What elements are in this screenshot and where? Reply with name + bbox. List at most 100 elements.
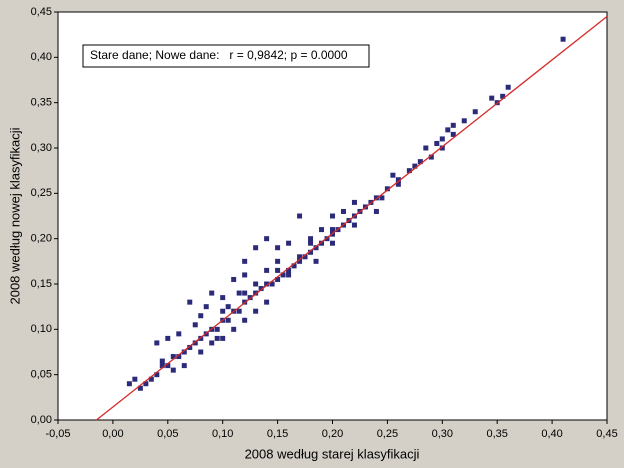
x-tick-label: 0,00 — [102, 428, 123, 440]
point — [148, 376, 154, 382]
point — [275, 258, 281, 264]
point — [313, 245, 319, 251]
point — [308, 240, 314, 246]
y-tick-label: 0,00 — [31, 414, 52, 426]
point — [417, 159, 423, 165]
point — [253, 290, 259, 296]
point — [450, 122, 456, 128]
point — [489, 95, 495, 101]
point — [198, 335, 204, 341]
point — [308, 236, 314, 242]
point — [242, 317, 248, 323]
y-tick-label: 0,25 — [31, 187, 52, 199]
point — [264, 236, 270, 242]
point — [137, 385, 143, 391]
point — [176, 331, 182, 337]
point — [340, 208, 346, 214]
point — [264, 267, 270, 273]
point — [500, 93, 506, 99]
point — [395, 181, 401, 187]
point — [505, 84, 511, 90]
point — [176, 354, 182, 360]
point — [242, 258, 248, 264]
point — [187, 299, 193, 305]
point — [269, 281, 275, 287]
point — [187, 344, 193, 350]
point — [286, 267, 292, 273]
y-axis-label: 2008 według nowej klasyfikacji — [7, 127, 22, 304]
annotation-box — [82, 44, 370, 68]
point — [126, 381, 132, 387]
point — [203, 304, 209, 310]
point — [192, 322, 198, 328]
point — [220, 308, 226, 314]
x-tick-label: 0,40 — [541, 428, 562, 440]
x-tick-label: 0,45 — [596, 428, 617, 440]
point — [434, 140, 440, 146]
y-tick-label: 0,20 — [31, 233, 52, 245]
point — [258, 286, 264, 292]
point — [143, 381, 149, 387]
point — [384, 186, 390, 192]
point — [165, 363, 171, 369]
point — [275, 245, 281, 251]
point — [313, 258, 319, 264]
point — [253, 245, 259, 251]
x-tick-label: 0,25 — [377, 428, 398, 440]
y-tick-label: 0,30 — [31, 142, 52, 154]
point — [297, 254, 303, 260]
point — [291, 263, 297, 269]
y-tick-label: 0,05 — [31, 369, 52, 381]
point — [423, 145, 429, 151]
point — [165, 335, 171, 341]
point — [560, 36, 566, 42]
point — [450, 131, 456, 137]
point — [472, 109, 478, 115]
y-tick-label: 0,45 — [31, 6, 52, 18]
point — [253, 308, 259, 314]
x-axis-label: 2008 według starej klasyfikacji — [245, 446, 420, 461]
point — [275, 267, 281, 273]
point — [324, 236, 330, 242]
point — [159, 358, 165, 364]
y-tick-label: 0,40 — [31, 51, 52, 63]
point — [264, 299, 270, 305]
point — [351, 222, 357, 228]
point — [236, 308, 242, 314]
point — [170, 367, 176, 373]
x-tick-label: -0,05 — [45, 428, 70, 440]
point — [253, 281, 259, 287]
point — [214, 326, 220, 332]
point — [439, 145, 445, 151]
point — [445, 127, 451, 133]
point — [209, 290, 215, 296]
point — [373, 195, 379, 201]
point — [170, 354, 176, 360]
x-tick-label: 0,20 — [322, 428, 343, 440]
point — [308, 249, 314, 255]
point — [132, 376, 138, 382]
point — [198, 313, 204, 319]
point — [242, 272, 248, 278]
point — [198, 349, 204, 355]
point — [159, 363, 165, 369]
point — [428, 154, 434, 160]
y-tick-label: 0,15 — [31, 278, 52, 290]
point — [395, 177, 401, 183]
point — [154, 340, 160, 346]
point — [373, 208, 379, 214]
y-tick-label: 0,35 — [31, 97, 52, 109]
point — [379, 195, 385, 201]
regression-line — [96, 16, 608, 421]
point — [236, 290, 242, 296]
x-tick-label: 0,15 — [267, 428, 288, 440]
point — [286, 272, 292, 278]
point — [351, 199, 357, 205]
point — [275, 276, 281, 282]
point — [220, 295, 226, 301]
point — [330, 213, 335, 219]
x-tick-label: 0,30 — [432, 428, 453, 440]
point — [220, 335, 226, 341]
point — [225, 317, 231, 323]
point — [330, 227, 335, 233]
